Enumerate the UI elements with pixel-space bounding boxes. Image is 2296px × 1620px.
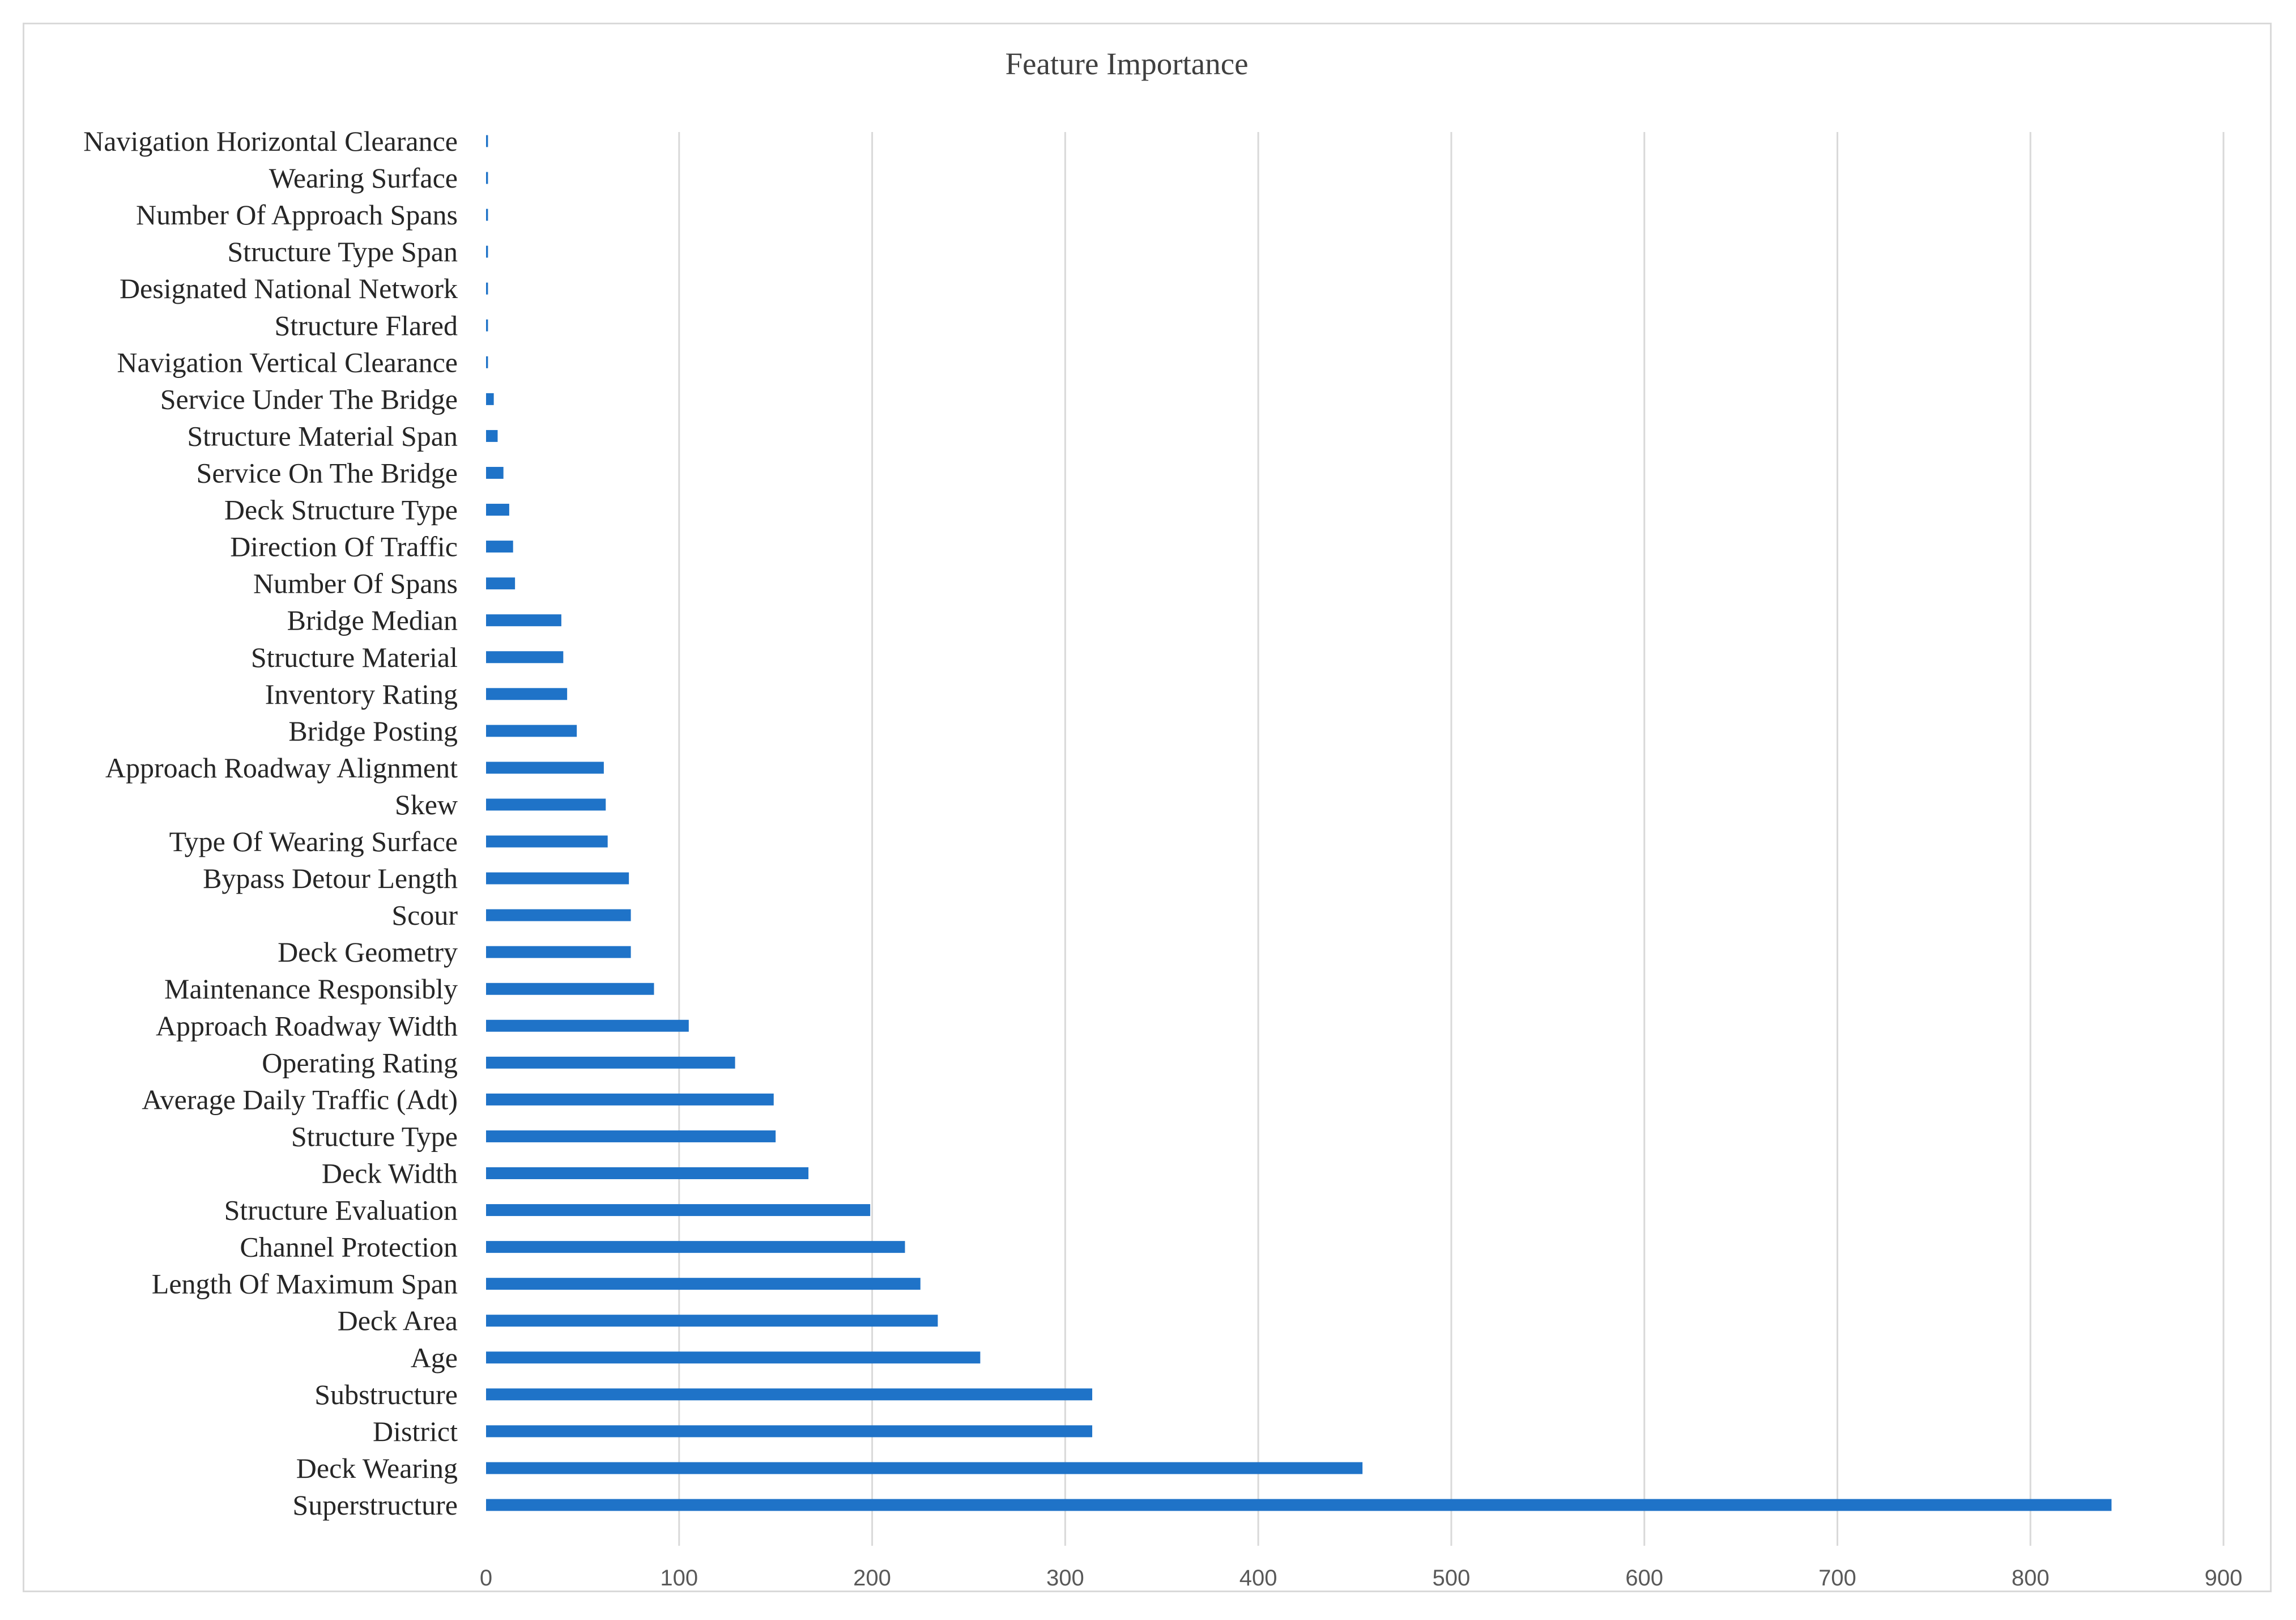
category-label: Deck Structure Type — [224, 494, 458, 526]
bar — [486, 1462, 1363, 1474]
category-label: Structure Evaluation — [224, 1194, 458, 1226]
bar — [486, 688, 568, 700]
x-tick-label: 400 — [1239, 1566, 1277, 1591]
bar — [486, 319, 488, 331]
category-label: Substructure — [314, 1379, 458, 1410]
x-tick-label: 0 — [480, 1566, 492, 1591]
bar — [486, 1351, 981, 1364]
bar — [486, 651, 564, 664]
bar — [486, 282, 488, 295]
category-label: Structure Material — [251, 641, 458, 673]
category-label: Structure Material Span — [187, 420, 458, 452]
category-label: Average Daily Traffic (Adt) — [142, 1083, 458, 1115]
bar — [486, 614, 561, 627]
category-label: Deck Geometry — [278, 936, 458, 968]
bar — [486, 1315, 938, 1327]
category-label: Wearing Surface — [269, 162, 458, 194]
x-tick-label: 800 — [2012, 1566, 2050, 1591]
bar — [486, 1278, 921, 1290]
category-label: District — [373, 1415, 458, 1447]
category-label: Service On The Bridge — [197, 457, 458, 488]
x-tick-label: 500 — [1433, 1566, 1471, 1591]
category-label: Navigation Vertical Clearance — [117, 346, 458, 378]
bar — [486, 1130, 776, 1142]
bar — [486, 1167, 809, 1180]
x-tick-label: 700 — [1818, 1566, 1856, 1591]
category-label: Approach Roadway Alignment — [105, 752, 458, 784]
bar — [486, 172, 488, 184]
x-tick-label: 200 — [853, 1566, 891, 1591]
bar — [486, 1056, 735, 1069]
bar — [486, 1499, 2112, 1511]
feature-importance-chart: Feature Importance Navigation Horizontal… — [83, 46, 2243, 1591]
bars — [486, 135, 2112, 1511]
bar — [486, 946, 631, 958]
x-tick-labels: 0 100 200 300 400 500 600 700 800 900 — [480, 1566, 2243, 1591]
category-label: Structure Type Span — [227, 236, 458, 267]
category-label: Direction Of Traffic — [230, 531, 458, 563]
x-tick-label: 100 — [660, 1566, 698, 1591]
bar — [486, 466, 504, 479]
category-labels: Navigation Horizontal Clearance Wearing S… — [83, 125, 458, 1521]
category-label: Inventory Rating — [265, 678, 458, 710]
bar — [486, 1388, 1093, 1401]
gridlines — [678, 132, 2225, 1546]
bar — [486, 209, 488, 221]
bar — [486, 135, 488, 147]
category-label: Age — [411, 1342, 458, 1374]
bar — [486, 909, 631, 921]
bar — [486, 430, 498, 442]
category-label: Approach Roadway Width — [156, 1010, 458, 1041]
category-label: Bridge Posting — [288, 715, 458, 747]
category-label: Deck Area — [338, 1305, 458, 1337]
category-label: Channel Protection — [240, 1231, 458, 1263]
category-label: Number Of Spans — [253, 568, 458, 599]
category-label: Navigation Horizontal Clearance — [83, 125, 458, 157]
bar — [486, 1204, 871, 1217]
bar — [486, 798, 606, 811]
bar — [486, 577, 516, 590]
bar — [486, 245, 488, 258]
category-label: Deck Wearing — [296, 1452, 458, 1484]
bar — [486, 725, 577, 737]
bar — [486, 872, 629, 885]
bar — [486, 1425, 1093, 1438]
category-label: Operating Rating — [262, 1047, 458, 1078]
x-tick-label: 600 — [1625, 1566, 1663, 1591]
bar — [486, 356, 488, 368]
bar — [486, 762, 604, 774]
bar — [486, 504, 509, 516]
category-label: Bypass Detour Length — [203, 862, 458, 894]
category-label: Maintenance Responsibly — [164, 973, 458, 1005]
category-label: Designated National Network — [120, 273, 458, 304]
category-label: Number Of Approach Spans — [136, 199, 458, 231]
x-tick-label: 900 — [2205, 1566, 2243, 1591]
bar — [486, 393, 494, 405]
category-label: Skew — [395, 789, 458, 820]
category-label: Deck Width — [322, 1158, 458, 1189]
category-label: Bridge Median — [287, 605, 458, 636]
category-label: Structure Flared — [274, 309, 458, 341]
bar — [486, 541, 513, 553]
category-label: Type Of Wearing Surface — [169, 826, 458, 857]
bar — [486, 835, 608, 848]
category-label: Structure Type — [291, 1120, 458, 1152]
bar — [486, 1093, 774, 1105]
bar — [486, 1241, 905, 1253]
chart-title: Feature Importance — [1005, 46, 1248, 81]
category-label: Scour — [391, 899, 458, 931]
bar — [486, 983, 654, 995]
category-label: Length Of Maximum Span — [152, 1268, 458, 1300]
category-label: Service Under The Bridge — [160, 383, 458, 415]
category-label: Superstructure — [292, 1489, 458, 1521]
bar — [486, 1019, 689, 1032]
chart-frame: Feature Importance Navigation Horizontal… — [23, 23, 2272, 1592]
x-tick-label: 300 — [1046, 1566, 1084, 1591]
